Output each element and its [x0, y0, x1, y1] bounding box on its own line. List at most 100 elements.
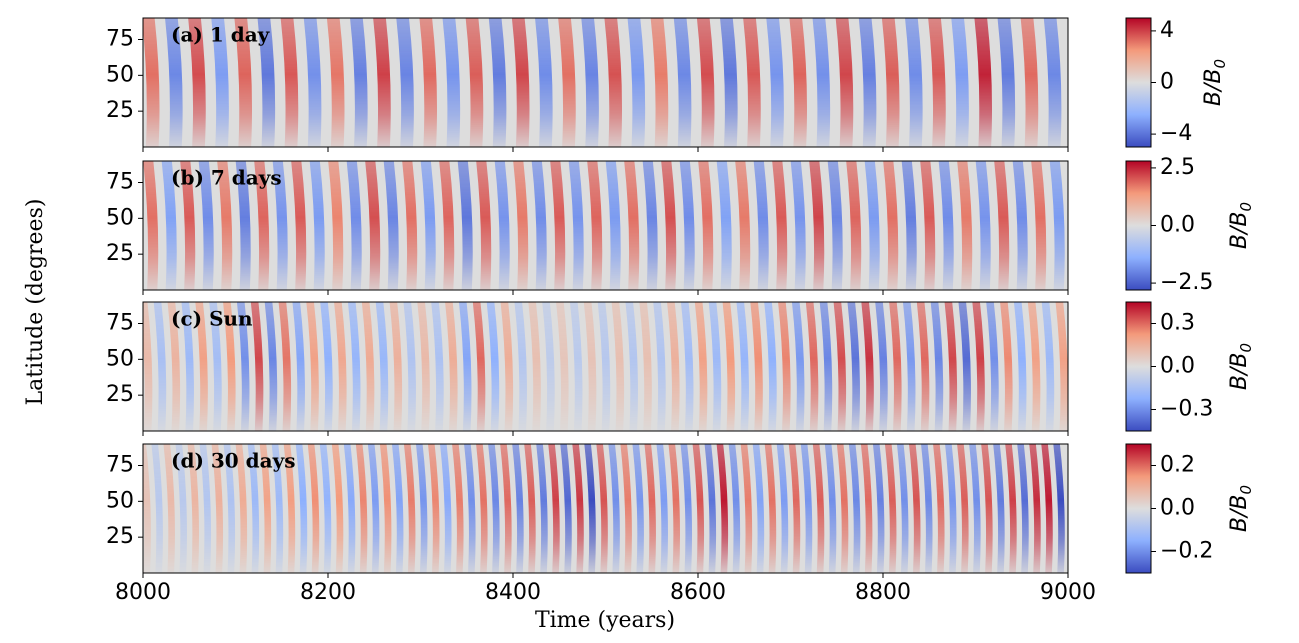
stripe [848, 444, 861, 573]
stripe [442, 18, 461, 147]
stripe [211, 18, 229, 147]
stripe [835, 18, 854, 147]
y-tick-label: 50 [106, 62, 134, 87]
stripe [556, 302, 569, 431]
y-tick-label: 25 [106, 524, 134, 549]
stripe [740, 444, 753, 573]
stripe [872, 444, 885, 573]
colorbar-label-main: B/B [1227, 494, 1252, 532]
stripe [902, 302, 916, 431]
stripe [307, 444, 320, 573]
stripe [827, 161, 843, 290]
stripe [716, 444, 729, 573]
y-tick-label: 25 [106, 382, 134, 407]
stripe [994, 161, 1010, 290]
stripe [472, 302, 486, 431]
stripe [605, 161, 621, 290]
stripe [427, 444, 440, 573]
stripe [550, 161, 566, 290]
stripe [650, 18, 669, 147]
stripe [847, 302, 860, 431]
stripe [181, 302, 194, 431]
stripe [680, 302, 694, 431]
colorbar [1125, 443, 1152, 574]
colorbar-label-sub: 0 [1237, 485, 1255, 495]
colorbar-label-main: B/B [1201, 68, 1226, 106]
stripe [431, 302, 444, 431]
plot-frame [142, 160, 1069, 291]
stripe [1031, 161, 1047, 290]
x-tick-label: 8200 [300, 580, 356, 605]
stripe [331, 444, 344, 573]
stripe [981, 444, 993, 573]
y-axis-label: Latitude (degrees) [23, 199, 48, 406]
stripe [295, 444, 308, 573]
stripe [920, 161, 936, 290]
stripe [494, 161, 510, 290]
stripe [858, 18, 877, 147]
stripe [624, 161, 640, 290]
stripe [800, 444, 813, 573]
stripe [1053, 444, 1065, 573]
stripe [1012, 161, 1028, 290]
colorbar-label: B/B0 [1227, 343, 1255, 390]
stripe [403, 444, 416, 573]
stripe [997, 18, 1016, 147]
stripe [476, 444, 488, 573]
stripe [1013, 302, 1027, 431]
stripe [597, 302, 611, 431]
stripe [568, 161, 584, 290]
stripe [627, 18, 646, 147]
stripe [236, 302, 250, 431]
stripe [280, 18, 299, 147]
stripe [235, 161, 251, 290]
y-tick-label: 50 [106, 205, 134, 230]
stripe [531, 161, 547, 290]
stripe [161, 161, 177, 290]
stripe [375, 302, 389, 431]
stripe [403, 302, 416, 431]
stripe [604, 18, 623, 147]
stripe [396, 18, 414, 147]
stripe [542, 302, 555, 431]
stripe [921, 444, 933, 573]
stripe [846, 161, 862, 290]
stripe [569, 302, 583, 431]
stripe [250, 302, 264, 431]
colorbar-label: B/B0 [1201, 59, 1229, 106]
stripe [789, 18, 808, 147]
stripe [367, 444, 380, 573]
stripe [476, 161, 492, 290]
stripe [278, 302, 292, 431]
x-tick-label: 8000 [115, 580, 171, 605]
stripe [639, 302, 652, 431]
stripe [292, 302, 305, 431]
stripe [361, 302, 375, 431]
colorbar-label-main: B/B [1227, 352, 1252, 390]
stripe [419, 18, 438, 147]
stripes [143, 161, 1065, 290]
stripe [608, 444, 620, 573]
stripe [334, 302, 347, 431]
stripe [928, 18, 946, 147]
stripe [319, 444, 332, 573]
stripe [916, 302, 930, 431]
stripe [1043, 18, 1062, 147]
stripe [836, 444, 849, 573]
stripe [778, 302, 791, 431]
stripe [328, 161, 344, 290]
stripe [901, 161, 917, 290]
stripe [486, 302, 500, 431]
stripe [772, 161, 788, 290]
stripe [223, 302, 236, 431]
colorbar-label-main: B/B [1227, 211, 1252, 249]
stripe [679, 161, 695, 290]
stripe [1055, 302, 1069, 431]
stripe [306, 302, 319, 431]
stripe [165, 18, 183, 147]
colorbar-tick-label: 0.0 [1160, 213, 1195, 238]
stripe [728, 444, 741, 573]
stripe [355, 444, 368, 573]
y-tick-label: 50 [106, 488, 134, 513]
stripe [347, 302, 361, 431]
